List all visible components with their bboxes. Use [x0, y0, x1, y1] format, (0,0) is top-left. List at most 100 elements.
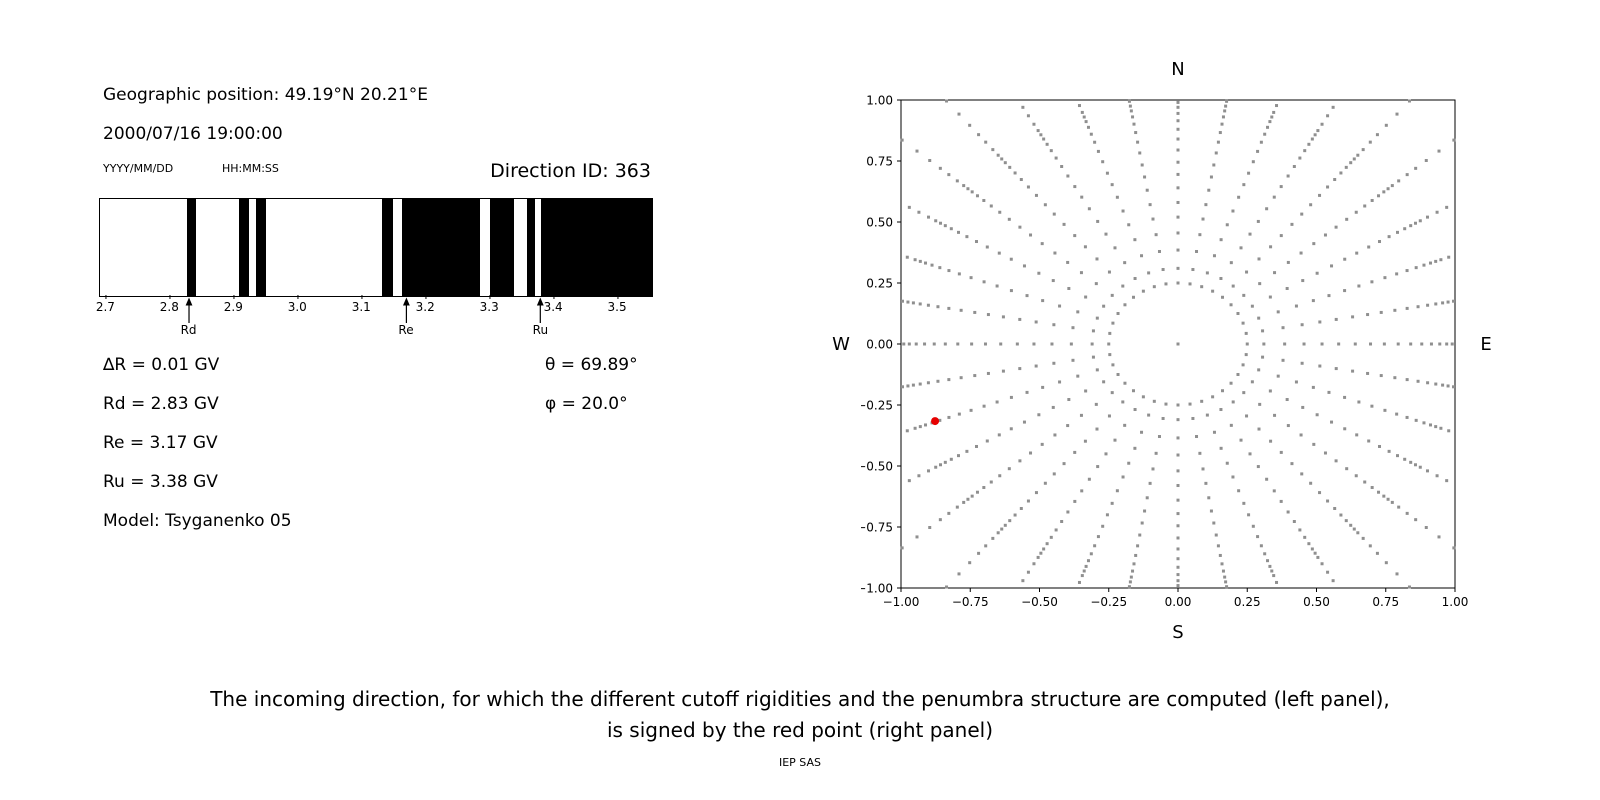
direction-grid-dot [1054, 528, 1058, 532]
direction-grid-dot [1121, 284, 1125, 288]
direction-grid-dot [1413, 221, 1417, 225]
direction-grid-dot [999, 342, 1003, 346]
direction-grid-dot [1102, 380, 1106, 384]
direction-grid-dot [936, 379, 940, 383]
direction-grid-dot [1386, 497, 1390, 501]
direction-grid-dot [1377, 490, 1381, 494]
penumbra-x-tick-label: 3.3 [479, 295, 499, 314]
direction-grid-dot [932, 342, 936, 346]
direction-grid-dot [1378, 444, 1382, 448]
direction-grid-dot [900, 546, 904, 550]
direction-grid-dot [1080, 110, 1084, 114]
direction-grid-dot [1425, 215, 1429, 219]
direction-grid-dot [1352, 527, 1356, 531]
direction-grid-dot [1176, 498, 1180, 502]
direction-grid-dot [1422, 263, 1426, 267]
direction-grid-dot [913, 426, 917, 430]
direction-grid-dot [1268, 120, 1272, 124]
direction-grid-dot [1435, 210, 1439, 214]
direction-grid-dot [1299, 433, 1303, 437]
direction-grid-dot [1310, 547, 1314, 551]
direction-grid-dot [1176, 186, 1180, 190]
direction-grid-dot [1034, 320, 1038, 324]
direction-grid-dot [1080, 195, 1084, 199]
direction-grid-dot [1298, 156, 1302, 160]
direction-grid-dot [1176, 148, 1180, 152]
direction-grid-dot [1273, 413, 1277, 417]
direction-grid-dot [1077, 104, 1081, 108]
direction-grid-dot [1032, 342, 1036, 346]
direction-grid-dot [1176, 172, 1180, 176]
penumbra-x-tick-label: 3.1 [351, 295, 371, 314]
caption-line-2: is signed by the red point (right panel) [606, 718, 994, 742]
direction-grid-dot [1263, 552, 1267, 556]
direction-grid-dot [1409, 460, 1413, 464]
direction-grid-dot [1356, 153, 1360, 157]
direction-grid-dot [1176, 281, 1180, 285]
direction-grid-dot [1452, 546, 1456, 550]
direction-grid-dot [1309, 203, 1313, 207]
direction-grid-dot [1247, 513, 1251, 517]
direction-grid-dot [1307, 542, 1311, 546]
direction-grid-dot [1301, 279, 1305, 283]
direction-grid-dot [1439, 426, 1443, 430]
direction-grid-dot [1345, 217, 1349, 221]
direction-grid-dot [1405, 415, 1409, 419]
direction-grid-dot [970, 494, 974, 498]
direction-grid-dot [1452, 299, 1456, 303]
direction-grid-dot [1250, 380, 1254, 384]
direction-grid-dot [996, 531, 1000, 535]
direction-grid-dot [907, 479, 911, 483]
penumbra-x-axis-ticks: 2.7 2.8 2.9 3.0 3.1 3.2 3.3 3.4 3.5 [96, 295, 651, 317]
direction-grid-dot [966, 497, 970, 501]
direction-grid-dot [1256, 535, 1260, 539]
direction-grid-dot [1108, 353, 1112, 357]
direction-grid-dot [1147, 271, 1151, 275]
direction-grid-dot [1395, 112, 1399, 116]
up-arrow-icon [536, 297, 544, 323]
direction-grid-dot [982, 198, 986, 202]
penumbra-band [527, 199, 535, 296]
direction-grid-dot [1286, 260, 1290, 264]
direction-grid-dot [1062, 222, 1066, 226]
x-tick-label: −0.25 [1090, 595, 1127, 609]
direction-grid-dot [1019, 506, 1023, 510]
direction-grid-dot [955, 179, 959, 183]
direction-grid-dot [1066, 174, 1070, 178]
direction-grid-dot [1300, 212, 1304, 216]
direction-grid-dot [1214, 151, 1218, 155]
direction-grid-dot [1207, 496, 1211, 500]
direction-grid-dot [1248, 232, 1252, 236]
direction-grid-dot [1123, 261, 1127, 265]
direction-grid-dot [1045, 542, 1049, 546]
direction-grid-dot [1073, 185, 1077, 189]
direction-grid-dot [1223, 109, 1227, 113]
direction-grid-dot [1176, 536, 1180, 540]
direction-grid-dot [1140, 163, 1144, 167]
direction-grid-dot [1429, 342, 1433, 346]
direction-grid-dot [918, 259, 922, 263]
direction-grid-dot [1211, 395, 1215, 399]
direction-grid-dot [1083, 245, 1087, 249]
direction-grid-dot [1123, 303, 1127, 307]
credit-text: IEP SAS [778, 756, 822, 769]
direction-grid-dot [1009, 427, 1013, 431]
direction-grid-dot [1242, 501, 1246, 505]
date-format-hint: YYYY/MM/DD [103, 162, 174, 175]
direction-grid-dot [1283, 342, 1287, 346]
direction-grid-dot [982, 404, 986, 408]
direction-grid-dot [1357, 400, 1361, 404]
direction-grid-dot [913, 258, 917, 262]
penumbra-x-tick-label: 2.9 [223, 295, 243, 314]
direction-grid-dot [1143, 175, 1147, 179]
y-tick-label: 0.25 [866, 277, 893, 291]
direction-grid-dot [1416, 305, 1420, 309]
direction-grid-dot [1076, 374, 1080, 378]
direction-grid-dot [900, 138, 904, 142]
direction-grid-dot [1084, 389, 1088, 393]
direction-grid-dot [1022, 420, 1026, 424]
direction-grid-dot [1343, 395, 1347, 399]
x-tick-label: 0.25 [1234, 595, 1261, 609]
direction-grid-dot [947, 415, 951, 419]
direction-grid-dot [1370, 486, 1374, 490]
